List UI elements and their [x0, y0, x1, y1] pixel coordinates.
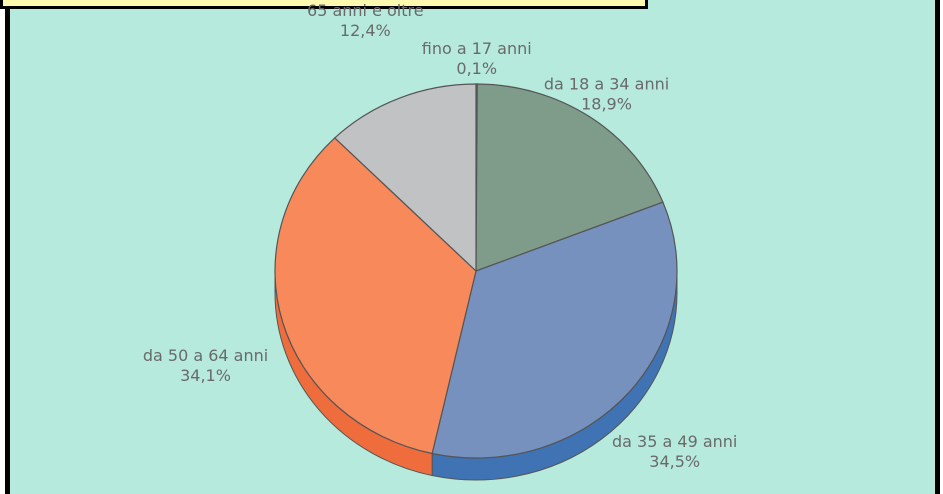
pie-slice-da-18-a-34-anni: [475, 83, 664, 272]
left-border: [5, 0, 10, 494]
slice-label-name: da 35 a 49 anni: [612, 432, 737, 451]
slice-label-value: 34,5%: [649, 452, 700, 471]
slice-label-name: da 18 a 34 anni: [544, 75, 669, 94]
pie-slice-65-anni-e-oltre: [333, 83, 477, 273]
slice-label-value: 0,1%: [456, 59, 497, 78]
pie-slice-da-35-a-49-anni: [431, 201, 678, 459]
slice-label-value: 34,1%: [180, 366, 231, 385]
slice-label-name: da 50 a 64 anni: [143, 346, 268, 365]
right-border: [935, 0, 940, 494]
pie-slice-da-50-a-64-anni: [274, 137, 477, 455]
top-banner: [0, 0, 648, 9]
slice-label-name: 65 anni e oltre: [307, 1, 424, 20]
pie-top: [274, 83, 678, 459]
slice-label-name: fino a 17 anni: [422, 39, 532, 58]
slice-label-value: 18,9%: [581, 95, 632, 114]
slice-label-value: 12,4%: [340, 21, 391, 40]
